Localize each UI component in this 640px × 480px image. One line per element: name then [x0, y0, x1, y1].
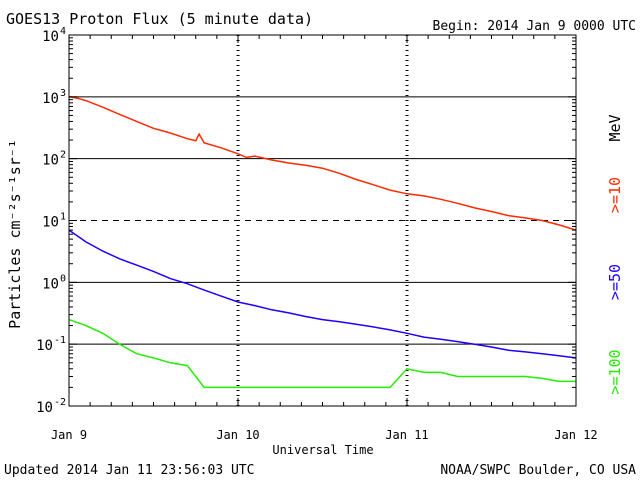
legend-label-3: >=100 — [606, 349, 624, 394]
legend-unit: MeV — [606, 114, 624, 141]
x-tick-label: Jan 9 — [51, 428, 87, 442]
y-tick-label: 102 — [42, 150, 66, 169]
begin-time: Begin: 2014 Jan 9 0000 UTC — [433, 19, 637, 34]
y-tick-label: 101 — [42, 212, 66, 231]
source-credit: NOAA/SWPC Boulder, CO USA — [440, 463, 636, 478]
x-tick-label: Jan 10 — [216, 428, 259, 442]
series-line-2 — [68, 229, 577, 359]
series-lines — [68, 96, 577, 389]
legend: >=10 >=50 >=100 MeV — [606, 114, 624, 394]
series-line-1 — [68, 96, 577, 231]
y-tick-label: 10-2 — [36, 397, 66, 416]
x-tick-label: Jan 11 — [385, 428, 428, 442]
series-line-3 — [68, 318, 576, 389]
gridlines — [69, 35, 576, 406]
y-tick-label: 100 — [42, 273, 66, 292]
y-axis-label: Particles cm⁻²s⁻¹sr⁻¹ — [6, 139, 24, 329]
x-tick-label: Jan 12 — [554, 428, 597, 442]
y-tick-label: 10-1 — [36, 335, 66, 354]
chart-title: GOES13 Proton Flux (5 minute data) — [6, 10, 313, 28]
legend-label-2: >=50 — [606, 264, 624, 300]
x-axis-label: Universal Time — [272, 443, 373, 457]
y-tick-label: 103 — [42, 88, 66, 107]
legend-label-1: >=10 — [606, 177, 624, 213]
y-tick-label: 104 — [42, 26, 66, 45]
updated-timestamp: Updated 2014 Jan 11 23:56:03 UTC — [4, 463, 254, 478]
axes: 10-2 10-1 100 101 102 103 104 Jan 9 Jan 10 Jan 11… — [36, 26, 598, 442]
